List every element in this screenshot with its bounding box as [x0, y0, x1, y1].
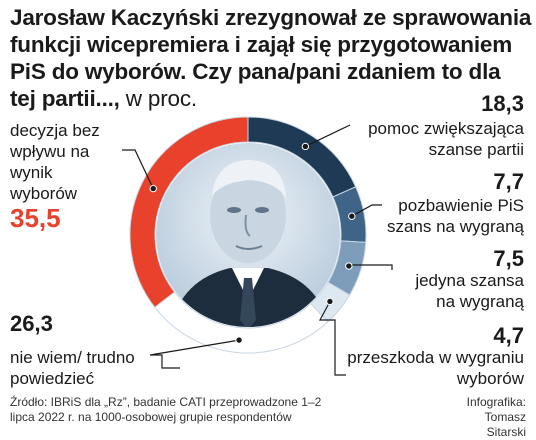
leader-dot-3	[326, 297, 334, 306]
category-label-pozbawienie: pozbawienie PiS szans na wygraną	[386, 196, 524, 236]
value-label-nie-wiem: 26,3	[10, 311, 53, 336]
leader-line-4	[149, 339, 240, 369]
leader-dot-1	[348, 212, 356, 220]
portrait-illustration	[156, 143, 340, 327]
value-label-pozbawienie: 7,7	[493, 169, 524, 194]
category-label-przeszkoda: przeszkoda w wygraniu wyborów	[347, 348, 524, 388]
category-label-decyzja: decyzja bez wpływu na wynik wyborów	[10, 121, 100, 203]
donut-slice-5	[129, 116, 249, 309]
value-label-jedyna: 7,5	[493, 246, 524, 271]
credit-note: Infografika: Tomasz Sitarski	[466, 395, 526, 439]
category-label-nie-wiem: nie wiem/ trudno powiedzieć	[10, 348, 135, 388]
unit-text: w proc.	[125, 86, 197, 111]
leader-line-1	[351, 204, 382, 217]
category-label-jedyna: jedyna szansa na wygraną	[415, 271, 524, 311]
leader-dot-5	[149, 184, 157, 193]
title-text: Jarosław Kaczyński zrezygnował ze sprawo…	[10, 5, 532, 111]
leader-dot-2	[345, 262, 353, 270]
chart-title: Jarosław Kaczyński zrezygnował ze sprawo…	[10, 4, 532, 112]
value-label-pomoc: 18,3	[481, 91, 524, 116]
leader-dot-4	[235, 336, 243, 344]
leader-line-3	[318, 301, 346, 376]
leader-line-0	[305, 124, 351, 148]
source-note: Źródło: IBRiS dla „Rz”, badanie CATI prz…	[10, 395, 322, 424]
value-label-decyzja: 35,5	[10, 203, 61, 233]
leader-dot-0	[301, 142, 310, 151]
value-label-przeszkoda: 4,7	[493, 323, 524, 348]
category-label-pomoc: pomoc zwiększająca szanse partii	[368, 119, 524, 159]
leader-line-5	[122, 149, 154, 189]
